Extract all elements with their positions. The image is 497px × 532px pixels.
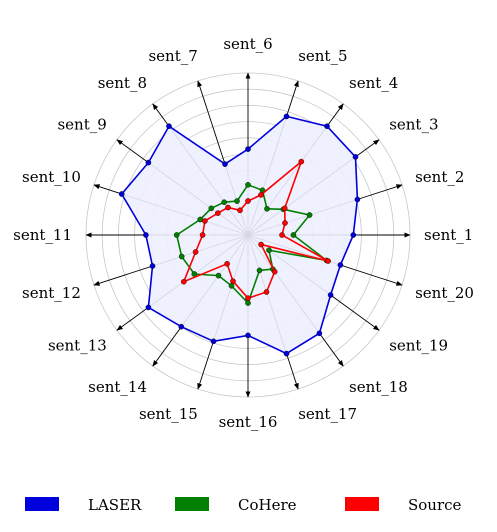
point-laser-sent_2 <box>354 196 361 203</box>
axis-label-sent_16: sent_16 <box>219 413 278 431</box>
point-source-sent_7 <box>237 207 243 214</box>
axis-label-sent_7: sent_7 <box>148 47 197 65</box>
point-source-sent_1 <box>279 232 285 238</box>
point-laser-sent_6 <box>245 146 251 152</box>
point-source-sent_18 <box>271 268 278 275</box>
point-source-sent_14 <box>224 260 230 267</box>
point-source-sent_2 <box>282 220 288 226</box>
legend-item-laser: LASER <box>25 496 142 514</box>
axis-label-sent_4: sent_4 <box>349 74 398 92</box>
point-cohere-sent_4 <box>264 205 270 212</box>
axis-label-sent_9: sent_9 <box>57 116 106 134</box>
point-cohere-sent_16 <box>245 300 251 306</box>
point-laser-sent_8 <box>166 123 172 129</box>
axis-label-sent_5: sent_5 <box>298 47 347 65</box>
point-laser-sent_18 <box>316 330 323 337</box>
point-laser-sent_12 <box>149 263 156 269</box>
legend-item-cohere: CoHere <box>175 496 297 514</box>
axis-label-sent_3: sent_3 <box>389 116 438 134</box>
point-source-sent_15 <box>230 278 236 285</box>
point-source-sent_13 <box>180 278 187 285</box>
point-cohere-sent_19 <box>266 247 272 253</box>
legend-swatch-cohere <box>175 497 209 511</box>
axis-label-sent_13: sent_13 <box>48 337 107 355</box>
series-layer <box>118 113 361 357</box>
point-laser-sent_3 <box>352 154 359 160</box>
point-source-sent_20 <box>325 258 331 264</box>
axis-label-sent_2: sent_2 <box>415 168 464 186</box>
point-laser-sent_11 <box>143 232 149 238</box>
series-line-laser <box>120 115 359 355</box>
point-cohere-sent_10 <box>197 216 203 223</box>
point-source-sent_11 <box>199 232 206 238</box>
series-source <box>180 158 331 302</box>
axis-label-sent_14: sent_14 <box>88 378 147 396</box>
point-laser-sent_10 <box>118 191 125 197</box>
point-laser-sent_5 <box>283 113 290 120</box>
legend-swatch-source <box>345 497 379 511</box>
point-source-sent_16 <box>245 295 251 302</box>
axis-label-sent_15: sent_15 <box>139 405 198 423</box>
legend-label-cohere: CoHere <box>238 496 297 514</box>
point-laser-sent_9 <box>145 159 152 166</box>
point-cohere-sent_9 <box>208 205 215 212</box>
point-cohere-sent_8 <box>221 199 227 205</box>
point-source-sent_8 <box>225 204 231 211</box>
point-cohere-sent_14 <box>215 272 222 279</box>
axis-label-sent_8: sent_8 <box>98 74 147 92</box>
legend: LASER CoHere Source <box>25 496 462 514</box>
legend-label-laser: LASER <box>88 496 142 514</box>
point-laser-sent_19 <box>327 292 334 298</box>
legend-item-source: Source <box>345 496 462 514</box>
point-cohere-sent_17 <box>256 267 263 274</box>
axis-label-sent_1: sent_1 <box>424 226 473 244</box>
axis-label-sent_12: sent_12 <box>22 284 81 302</box>
point-laser-sent_7 <box>222 161 228 167</box>
point-laser-sent_15 <box>210 338 217 345</box>
series-laser <box>118 113 361 357</box>
legend-swatch-laser <box>25 497 59 511</box>
point-laser-sent_13 <box>145 304 152 311</box>
point-laser-sent_16 <box>245 332 251 339</box>
point-source-sent_3 <box>281 205 288 212</box>
point-source-sent_12 <box>192 249 199 255</box>
point-cohere-sent_7 <box>234 198 240 204</box>
point-cohere-sent_2 <box>306 212 313 218</box>
legend-label-source: Source <box>408 496 462 514</box>
point-source-sent_9 <box>215 210 221 216</box>
point-laser-sent_14 <box>178 323 185 330</box>
series-cohere <box>173 181 330 306</box>
axis-label-sent_18: sent_18 <box>349 378 408 396</box>
axis-label-sent_6: sent_6 <box>223 35 272 53</box>
point-laser-sent_1 <box>350 232 357 238</box>
axis-label-sent_20: sent_20 <box>415 284 474 302</box>
axis-label-sent_17: sent_17 <box>298 405 357 423</box>
point-source-sent_4 <box>298 158 305 165</box>
point-cohere-sent_12 <box>178 253 185 260</box>
point-source-sent_6 <box>245 198 251 204</box>
axis-label-sent_19: sent_19 <box>389 337 448 355</box>
point-laser-sent_20 <box>337 262 344 268</box>
point-cohere-sent_11 <box>173 232 180 238</box>
point-source-sent_19 <box>258 241 264 248</box>
point-laser-sent_17 <box>283 350 290 357</box>
point-source-sent_17 <box>263 289 270 295</box>
point-source-sent_5 <box>258 192 264 198</box>
point-cohere-sent_6 <box>245 181 251 188</box>
point-source-sent_10 <box>202 218 208 224</box>
point-laser-sent_4 <box>324 123 330 129</box>
axis-label-sent_10: sent_10 <box>22 168 81 186</box>
axis-label-sent_11: sent_11 <box>13 226 72 244</box>
point-cohere-sent_1 <box>290 232 297 238</box>
